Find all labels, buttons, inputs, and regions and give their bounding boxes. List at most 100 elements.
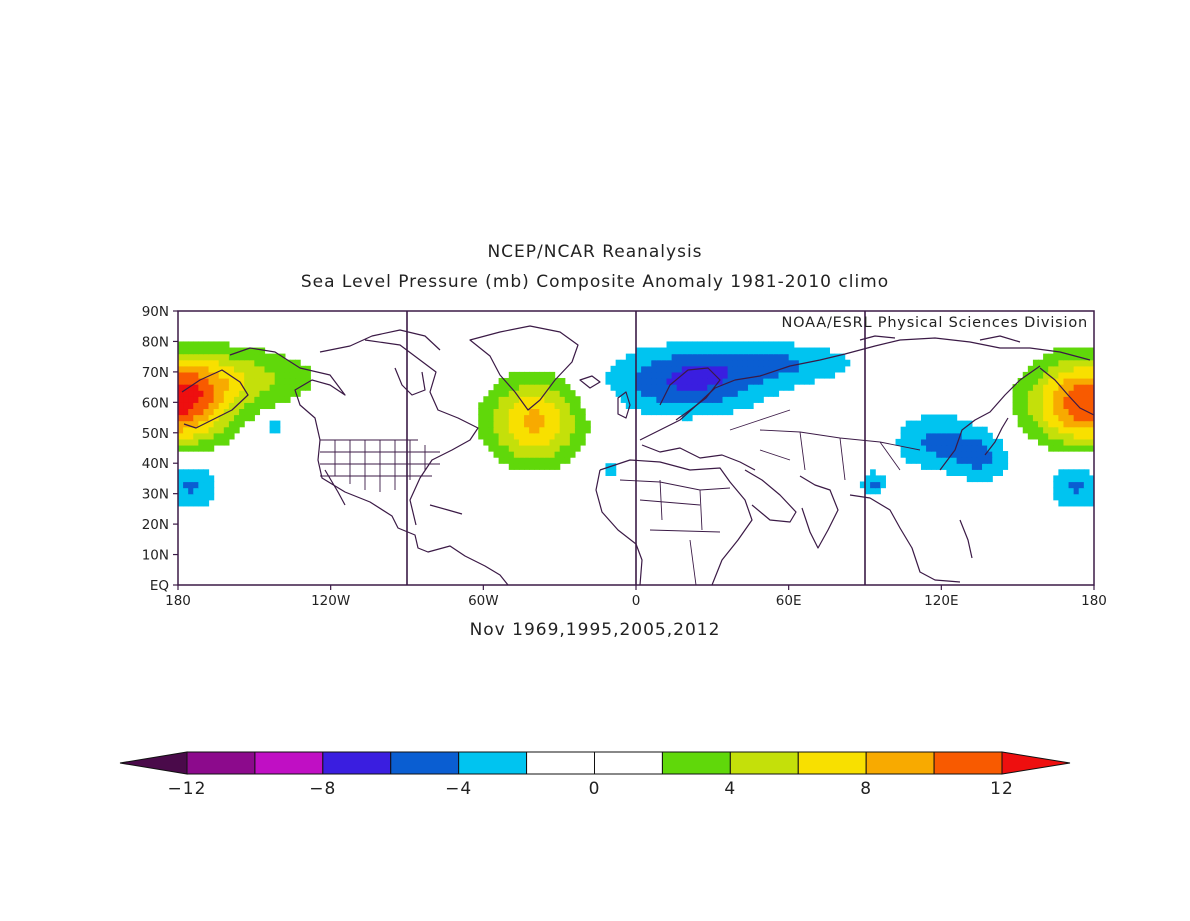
anomaly-cell (656, 402, 663, 410)
anomaly-cell (1053, 414, 1059, 422)
anomaly-cell (1088, 487, 1094, 495)
anomaly-cell (768, 384, 774, 391)
anomaly-cell (1088, 384, 1094, 391)
anomaly-cell (488, 414, 495, 422)
anomaly-cell (875, 475, 881, 483)
anomaly-cell (707, 402, 713, 410)
anomaly-cell (931, 463, 937, 470)
anomaly-cell (686, 384, 693, 391)
anomaly-cell (559, 426, 566, 434)
anomaly-cell (1053, 487, 1059, 495)
anomaly-cell (1053, 365, 1059, 373)
anomaly-cell (641, 371, 647, 379)
lat-tick-label: 80N (142, 334, 169, 350)
anomaly-cell (946, 414, 953, 422)
anomaly-cell (931, 451, 937, 458)
anomaly-cell (1012, 402, 1019, 410)
anomaly-cell (289, 365, 296, 373)
anomaly-cell (605, 371, 612, 379)
anomaly-cell (183, 444, 189, 452)
coast-arctic-archipelago (319, 329, 441, 353)
anomaly-cell (254, 359, 261, 367)
anomaly-cell (671, 390, 678, 397)
anomaly-cell (183, 365, 189, 373)
anomaly-cell (747, 359, 754, 367)
anomaly-cell (1048, 444, 1054, 452)
anomaly-cell (961, 438, 968, 446)
anomaly-cell (284, 359, 291, 367)
anomaly-cell (681, 402, 688, 410)
coast-philippines (959, 519, 973, 559)
anomaly-cell (193, 487, 199, 495)
anomaly-cell (518, 432, 525, 440)
anomaly-cell (702, 377, 708, 385)
anomaly-cell (539, 377, 545, 385)
anomaly-cell (880, 481, 886, 489)
anomaly-cell (656, 384, 663, 391)
anomaly-cell (1032, 377, 1039, 385)
anomaly-cell (753, 353, 759, 361)
anomaly-cell (1058, 493, 1065, 501)
anomaly-cell (203, 487, 210, 495)
anomaly-cell (707, 396, 713, 403)
anomaly-cell (920, 438, 927, 446)
anomaly-cell (1083, 396, 1090, 403)
coast-hudson-bay (394, 367, 426, 396)
anomaly-cell (223, 420, 230, 428)
anomaly-cell (717, 396, 724, 403)
anomaly-cell (722, 341, 729, 349)
anomaly-cell (1063, 408, 1070, 416)
anomaly-cell (223, 353, 230, 361)
anomaly-cell (274, 377, 281, 385)
anomaly-cell (1038, 408, 1044, 416)
anomaly-cell (936, 414, 942, 422)
anomaly-cell (513, 432, 520, 440)
anomaly-cell (539, 457, 545, 464)
anomaly-cell (814, 353, 820, 361)
anomaly-cell (529, 402, 535, 410)
anomaly-cell (641, 408, 647, 416)
anomaly-cell (1002, 463, 1009, 470)
anomaly-cell (493, 384, 500, 391)
anomaly-cell (702, 390, 708, 397)
anomaly-cell (625, 384, 632, 391)
anomaly-cell (279, 365, 286, 373)
anomaly-cell (498, 432, 505, 440)
coast-kamchatka (1039, 367, 1094, 416)
anomaly-cell (651, 365, 657, 373)
anomaly-cell (737, 384, 744, 391)
anomaly-cell (1027, 365, 1034, 373)
anomaly-cell (1017, 414, 1024, 422)
anomaly-cell (702, 359, 708, 367)
anomaly-cell (747, 341, 754, 349)
anomaly-cell (305, 377, 311, 385)
anomaly-cell (188, 487, 194, 495)
anomaly-cell (697, 341, 703, 349)
anomaly-cell (641, 396, 647, 403)
anomaly-cell (193, 414, 199, 422)
anomaly-cell (809, 371, 815, 379)
anomaly-cell (971, 444, 978, 452)
anomaly-cell (254, 353, 261, 361)
anomaly-cell (1063, 365, 1070, 373)
anomaly-cell (239, 353, 245, 361)
anomaly-cell (712, 396, 719, 403)
anomaly-cell (269, 396, 276, 403)
anomaly-cell (544, 426, 551, 434)
anomaly-cell (1063, 414, 1070, 422)
anomaly-cell (503, 444, 510, 452)
anomaly-cell (686, 371, 693, 379)
anomaly-cell (712, 408, 719, 416)
anomaly-cell (666, 408, 673, 416)
anomaly-cell (300, 384, 306, 391)
anomaly-cell (203, 438, 210, 446)
anomaly-cell (284, 384, 291, 391)
anomaly-cell (574, 432, 581, 440)
anomaly-cell (702, 341, 708, 349)
anomaly-cell (488, 438, 495, 446)
anomaly-cell (1088, 390, 1094, 397)
anomaly-cell (712, 347, 719, 355)
anomaly-cell (539, 390, 545, 397)
anomaly-cell (1078, 499, 1085, 507)
anomaly-cell (905, 451, 912, 458)
